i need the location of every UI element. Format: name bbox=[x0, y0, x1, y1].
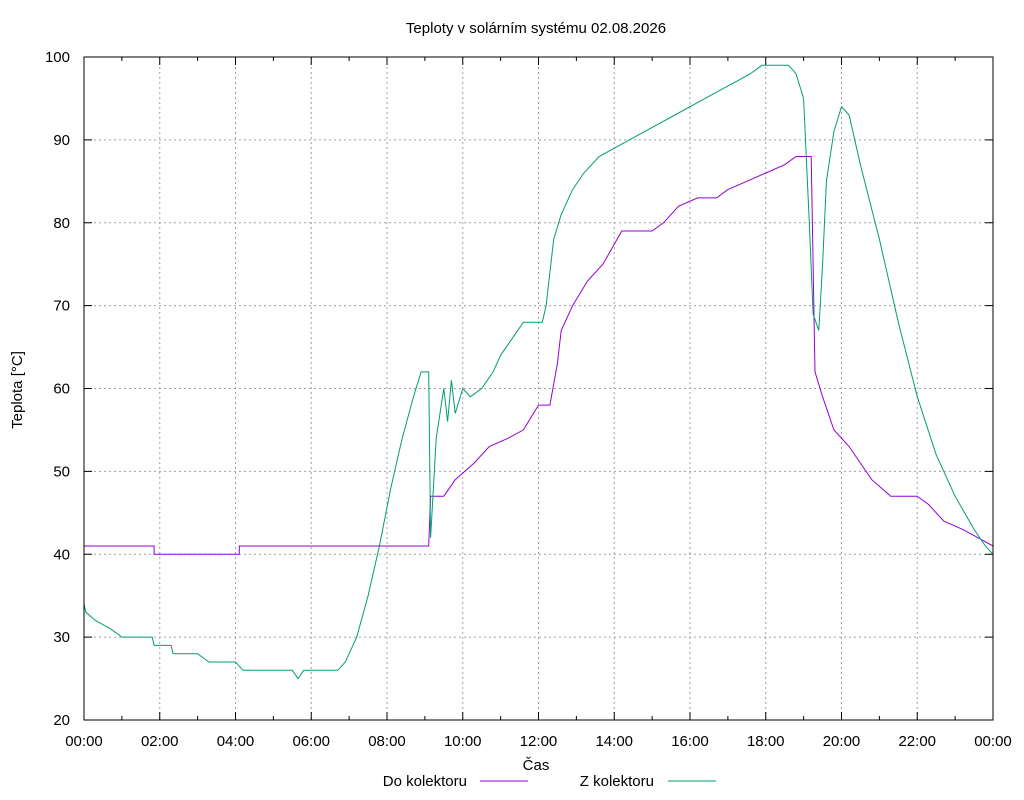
y-tick-label: 60 bbox=[53, 381, 70, 398]
x-axis-label: Čas bbox=[523, 757, 550, 774]
legend-label-z-kolektoru: Z kolektoru bbox=[580, 773, 654, 790]
y-tick-label: 90 bbox=[53, 132, 70, 149]
x-tick-label: 06:00 bbox=[292, 733, 330, 750]
x-tick-label: 00:00 bbox=[65, 733, 103, 750]
series-line-do-kolektoru bbox=[84, 156, 994, 555]
series-lines bbox=[83, 64, 994, 680]
series-line-z-kolektoru bbox=[83, 64, 994, 680]
y-axis-label: Teplota [°C] bbox=[9, 351, 26, 429]
x-tick-label: 08:00 bbox=[368, 733, 406, 750]
x-tick-label: 22:00 bbox=[898, 733, 936, 750]
y-tick-label: 40 bbox=[53, 546, 70, 563]
y-tick-label: 30 bbox=[53, 629, 70, 646]
y-tick-label: 70 bbox=[53, 298, 70, 315]
y-tick-label: 80 bbox=[53, 215, 70, 232]
x-tick-label: 00:00 bbox=[974, 733, 1012, 750]
legend: Do kolektoru Z kolektoru bbox=[383, 773, 716, 790]
x-tick-label: 18:00 bbox=[747, 733, 785, 750]
x-tick-label: 16:00 bbox=[671, 733, 709, 750]
x-tick-label: 10:00 bbox=[444, 733, 482, 750]
x-tick-labels: 00:00 02:00 04:00 06:00 08:00 10:00 12:00 14:00… bbox=[65, 733, 1012, 750]
y-tick-label: 20 bbox=[53, 712, 70, 729]
y-tick-label: 50 bbox=[53, 463, 70, 480]
x-tick-label: 12:00 bbox=[520, 733, 558, 750]
x-tick-label: 20:00 bbox=[823, 733, 861, 750]
x-tick-label: 02:00 bbox=[141, 733, 179, 750]
x-tick-label: 04:00 bbox=[217, 733, 255, 750]
y-tick-label: 100 bbox=[45, 49, 70, 66]
y-tick-labels: 20 30 40 50 60 70 80 90 100 bbox=[45, 49, 70, 729]
x-tick-label: 14:00 bbox=[595, 733, 633, 750]
chart-title: Teploty v solárním systému 02.08.2026 bbox=[406, 20, 666, 37]
plot-frame bbox=[83, 56, 994, 721]
legend-label-do-kolektoru: Do kolektoru bbox=[383, 773, 467, 790]
